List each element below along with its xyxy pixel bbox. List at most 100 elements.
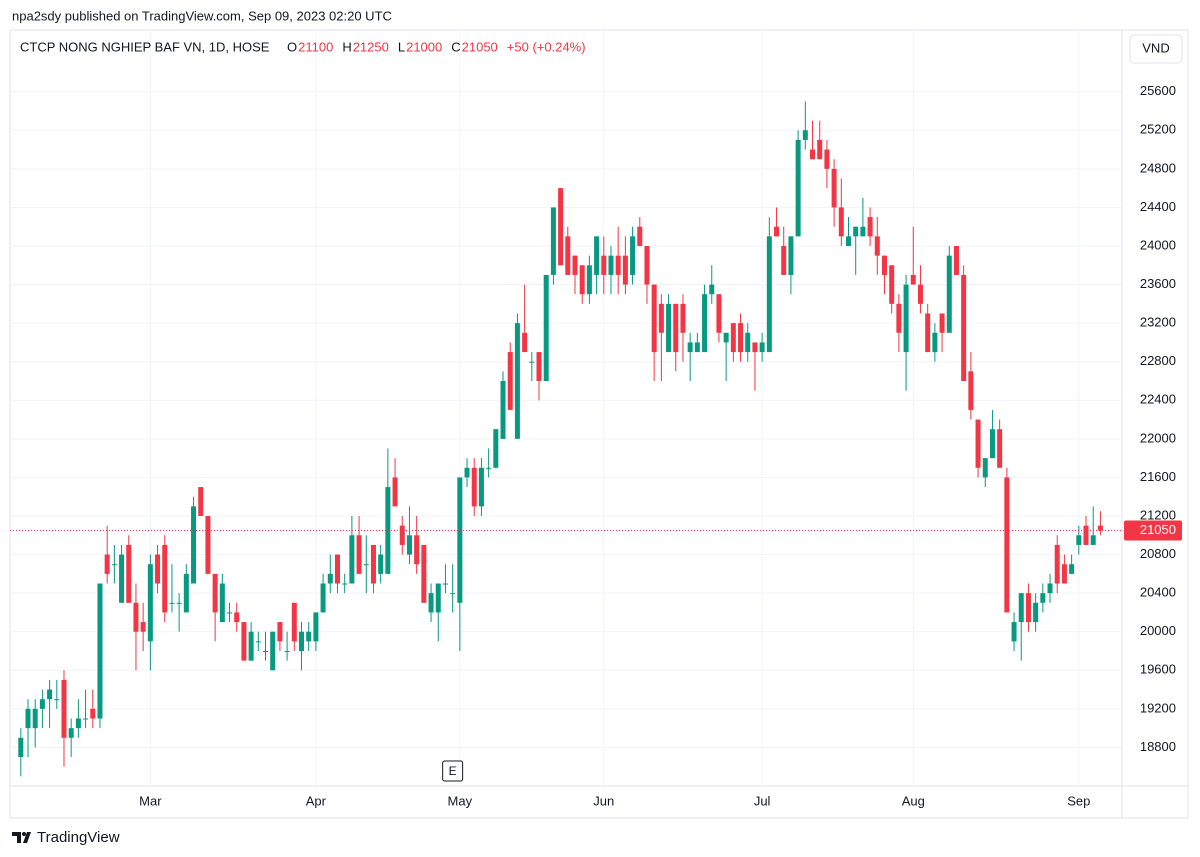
ohlc-value: 21100 [298, 39, 333, 54]
candle-body [334, 554, 340, 584]
chart-frame [9, 29, 1189, 819]
candle-body [219, 583, 225, 623]
candle-body [205, 516, 211, 574]
candle-body [745, 332, 751, 353]
candle-body [435, 583, 441, 613]
candle-body [932, 332, 938, 353]
candle-body [140, 622, 146, 632]
event-marker [442, 760, 464, 782]
candle-body [997, 429, 1003, 468]
y-tick-label: 23600 [1140, 276, 1176, 291]
candle-body [306, 631, 312, 642]
ohlc-key: L [398, 39, 405, 54]
candle-body [860, 226, 866, 237]
candle-body [471, 467, 477, 507]
candle-body [637, 226, 643, 246]
x-tick-label: Jul [754, 793, 771, 808]
candle-body [212, 573, 218, 613]
candle-body [586, 265, 592, 295]
candle-body [83, 718, 89, 720]
last-price-box [1124, 520, 1182, 541]
candle-body [1097, 525, 1103, 531]
x-tick-label: May [448, 793, 473, 808]
candle-body [198, 487, 204, 516]
candle-body [572, 255, 578, 275]
candle-body [241, 622, 247, 661]
ohlc-key: H [342, 39, 351, 54]
candle-body [176, 602, 182, 604]
candle-body [493, 429, 499, 468]
candle-body [608, 255, 614, 275]
candle-body [1069, 564, 1075, 574]
candle-body [54, 699, 60, 701]
candles [18, 101, 1103, 777]
candle-body [896, 303, 902, 333]
y-tick-label: 20000 [1140, 623, 1176, 638]
candle-body [90, 708, 96, 719]
candle-body [881, 255, 887, 275]
candle-body [25, 708, 31, 729]
ohlc-value: 21050 [462, 39, 498, 54]
candle-body [982, 458, 988, 478]
ohlc-value: 21250 [353, 39, 389, 54]
candle-body [255, 641, 261, 643]
y-tick-label: 25600 [1140, 83, 1176, 98]
change-label: +50 (+0.24%) [507, 39, 586, 54]
candle-body [450, 593, 456, 595]
y-tick-label: 22000 [1140, 430, 1176, 445]
candle-body [406, 535, 412, 555]
candle-body [687, 342, 693, 353]
candle-body [694, 342, 700, 353]
y-tick-label: 20800 [1140, 546, 1176, 561]
candle-body [342, 583, 348, 585]
candle-body [349, 535, 355, 584]
candle-body [227, 612, 233, 614]
candle-body [169, 602, 175, 604]
candle-body [284, 651, 290, 652]
logo-dot [22, 832, 26, 836]
candle-body [61, 679, 67, 738]
candle-body [594, 236, 600, 275]
candle-body [802, 130, 808, 140]
last-price-label: 21050 [1140, 522, 1176, 537]
ohlc-key: C [451, 39, 460, 54]
candle-body [313, 612, 319, 642]
candle-body [457, 477, 463, 603]
grid [10, 30, 1122, 786]
candle-body [356, 535, 362, 574]
y-tick-label: 22400 [1140, 392, 1176, 407]
y-tick-label: 24800 [1140, 160, 1176, 175]
candle-body [810, 149, 816, 160]
candle-body [889, 265, 895, 304]
candle-body [752, 342, 758, 353]
candle-body [18, 737, 24, 758]
candle-body [486, 467, 492, 469]
candle-body [1083, 525, 1089, 545]
candle-body [917, 284, 923, 304]
candle-body [961, 274, 967, 381]
currency-button[interactable] [1129, 34, 1183, 64]
candle-body [925, 313, 931, 353]
axes: 18800 19200 19600 20000 20400 20800 21200 21600… [139, 83, 1176, 808]
candle-body [968, 371, 974, 410]
candle-body [320, 583, 326, 613]
candle-body [716, 294, 722, 333]
candle-body [133, 602, 139, 632]
candle-body [759, 342, 765, 353]
candle-body [529, 361, 535, 363]
candle-body [1047, 583, 1053, 594]
candle-body [730, 323, 736, 353]
candle-body [478, 467, 484, 507]
candle-body [464, 467, 470, 478]
candle-body [795, 139, 801, 237]
candle-body [953, 246, 959, 275]
candle-body [298, 631, 304, 651]
currency-label[interactable]: VND [1142, 40, 1169, 55]
candle-body [442, 583, 448, 585]
x-tick-label: Sep [1067, 793, 1090, 808]
candle-body [565, 236, 571, 275]
candle-body [514, 323, 520, 439]
candle-body [630, 236, 636, 275]
candle-body [536, 352, 542, 381]
